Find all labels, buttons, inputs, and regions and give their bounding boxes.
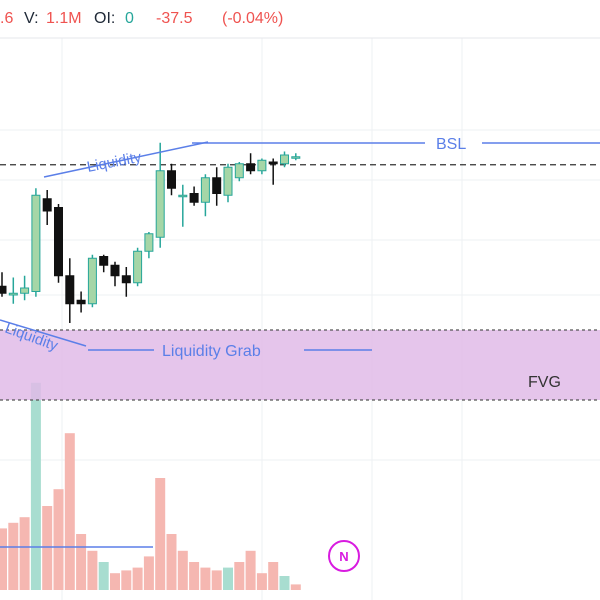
volume-bar	[200, 567, 211, 590]
volume-bar	[234, 562, 245, 590]
liquidity-bottom-trendline[interactable]	[0, 319, 87, 347]
candle-body	[223, 166, 233, 196]
volume-bar	[87, 550, 98, 590]
volume-bar	[64, 433, 75, 590]
oi-label: OI:	[94, 10, 116, 27]
volume-bar	[19, 517, 30, 590]
candle-body	[87, 257, 97, 305]
volume-bar	[53, 489, 64, 590]
volume-bar	[256, 573, 267, 590]
volume-label: V:	[24, 10, 39, 27]
liquidity-top-label: Liquidity	[86, 149, 144, 176]
volume-bars	[0, 382, 301, 590]
volume-value: 1.1M	[46, 10, 82, 27]
candles	[0, 142, 301, 323]
liquidity-grab-label: Liquidity Grab	[162, 343, 261, 360]
volume-bar	[132, 567, 143, 590]
candle-body	[8, 292, 18, 296]
candle-body	[42, 198, 52, 212]
annotation-bsl[interactable]: BSL	[192, 136, 600, 153]
candle-body	[246, 163, 256, 172]
candle-body	[31, 194, 41, 292]
grid	[0, 37, 600, 600]
volume-bar	[223, 567, 233, 590]
bsl-label: BSL	[436, 136, 466, 153]
volume-bar	[143, 556, 154, 590]
volume-bar	[268, 562, 279, 590]
candle-body	[0, 285, 7, 294]
candle-body	[178, 194, 188, 198]
volume-bar	[166, 534, 177, 590]
annotation-liquidity-grab[interactable]: Liquidity Grab	[88, 343, 372, 360]
news-icon[interactable]	[328, 540, 360, 572]
news-badge-label: N	[339, 549, 348, 564]
candle-body	[234, 163, 244, 179]
annotation-liquidity-top[interactable]: Liquidity	[43, 141, 209, 178]
fvg-label: FVG	[528, 374, 561, 391]
candle-body	[110, 264, 120, 277]
volume-bar	[211, 570, 222, 590]
candle-body	[20, 287, 30, 294]
volume-bar	[245, 550, 256, 590]
volume-bar	[279, 576, 290, 590]
oi-value: 0	[125, 10, 134, 27]
price-header: .6 V: 1.1M OI: 0 -37.5 (-0.04%)	[0, 0, 600, 38]
liquidity-trendline[interactable]	[43, 141, 209, 178]
volume-bar	[189, 562, 200, 590]
volume-bar	[98, 562, 109, 590]
change-value: -37.5	[156, 10, 193, 27]
candle-body	[99, 256, 109, 266]
candle-body	[54, 207, 63, 277]
volume-bar	[110, 573, 120, 590]
volume-bar	[42, 506, 53, 590]
candle-body	[200, 177, 210, 203]
volume-bar	[121, 570, 132, 590]
candle-body	[291, 156, 301, 159]
change-percent: (-0.04%)	[222, 10, 284, 27]
volume-bar	[76, 534, 87, 590]
open-value: .6	[0, 10, 14, 27]
volume-bar	[0, 528, 7, 590]
volume-bar	[30, 382, 41, 590]
candle-body	[76, 299, 86, 305]
volume-bar	[290, 584, 301, 590]
candle-body	[133, 250, 143, 284]
candle-body	[167, 170, 176, 189]
volume-bar	[8, 522, 19, 590]
volume-bar	[155, 478, 166, 590]
candle-body	[212, 177, 222, 194]
candle-body	[189, 193, 199, 203]
candle-body	[155, 170, 165, 238]
news-badge-button[interactable]: N	[328, 540, 360, 572]
candle-body	[268, 161, 278, 165]
volume-bar	[177, 550, 188, 590]
candle-body	[280, 154, 289, 165]
candle-body	[144, 233, 154, 252]
candle-body	[65, 275, 75, 305]
candle-body	[121, 275, 131, 284]
candle-body	[257, 159, 267, 172]
fvg-zone[interactable]	[0, 330, 600, 400]
